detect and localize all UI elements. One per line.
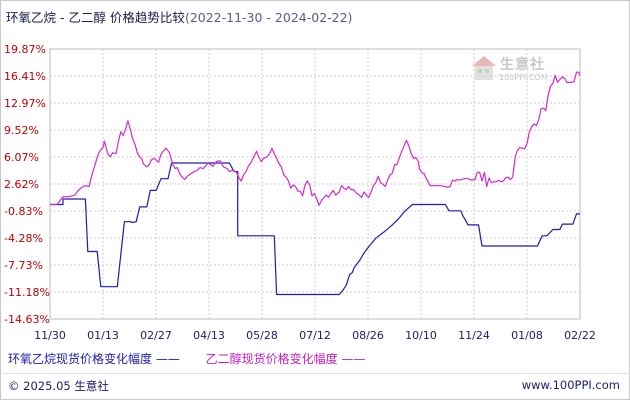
legend-item-series2: 乙二醇现货价格变化幅度 —— [205,352,366,366]
y-tick-label: -11.18% [4,286,50,299]
y-tick-label: 16.41% [4,70,46,83]
footer-divider [0,373,630,374]
legend-item-series1: 环氧乙烷现货价格变化幅度 —— [8,352,180,366]
x-tick-label: 02/22 [564,329,596,342]
y-tick-label: -0.83% [4,205,43,218]
series-line-ethylene-glycol [50,71,581,206]
legend-label-series1: 环氧乙烷现货价格变化幅度 [8,352,153,366]
y-tick-label: 12.97% [4,97,46,110]
legend: 环氧乙烷现货价格变化幅度 —— 乙二醇现货价格变化幅度 —— [8,350,366,367]
x-tick-label: 10/10 [405,329,437,342]
x-tick-label: 04/13 [193,329,225,342]
x-tick-label: 05/28 [246,329,278,342]
x-tick-label: 01/08 [511,329,543,342]
x-tick-label: 07/12 [299,329,331,342]
x-tick-label: 01/13 [87,329,119,342]
y-tick-label: -4.28% [4,232,43,245]
watermark-text: 生意社 [500,57,545,73]
line-chart: 19.87% 16.41% 12.97% 9.52% 6.07% 2.62% -0.83% -… [4,43,596,342]
series-line-ethylene-oxide [50,162,580,296]
x-tick-label: 11/24 [458,329,490,342]
y-tick-label: 9.52% [4,124,39,137]
legend-label-series2: 乙二醇现货价格变化幅度 [205,352,338,366]
y-tick-label: -7.73% [4,259,43,272]
chart-title: 环氧乙烷 - 乙二醇 价格趋势比较(2022-11-30 - 2024-02-2… [6,7,352,26]
y-tick-label: 6.07% [4,151,39,164]
x-tick-label: 02/27 [140,329,172,342]
date-range-text: (2022-11-30 - 2024-02-22) [184,10,353,25]
grid [49,48,581,320]
y-tick-label: 19.87% [4,43,46,56]
copyright-text: © 2025.05 生意社 [8,379,109,393]
y-tick-label: 2.62% [4,178,39,191]
series-lines [50,71,581,296]
watermark-url: 100PPI.COM [499,73,548,82]
site-url: www.100PPI.com [521,378,620,392]
y-tick-label: -14.63% [4,313,50,326]
x-tick-label: 11/30 [34,329,66,342]
axis-labels: 19.87% 16.41% 12.97% 9.52% 6.07% 2.62% -0.83% -… [4,43,596,342]
x-tick-label: 08/26 [352,329,384,342]
watermark-logo: 生意社 100PPI.COM [470,54,565,86]
title-text: 环氧乙烷 - 乙二醇 价格趋势比较 [6,10,185,25]
